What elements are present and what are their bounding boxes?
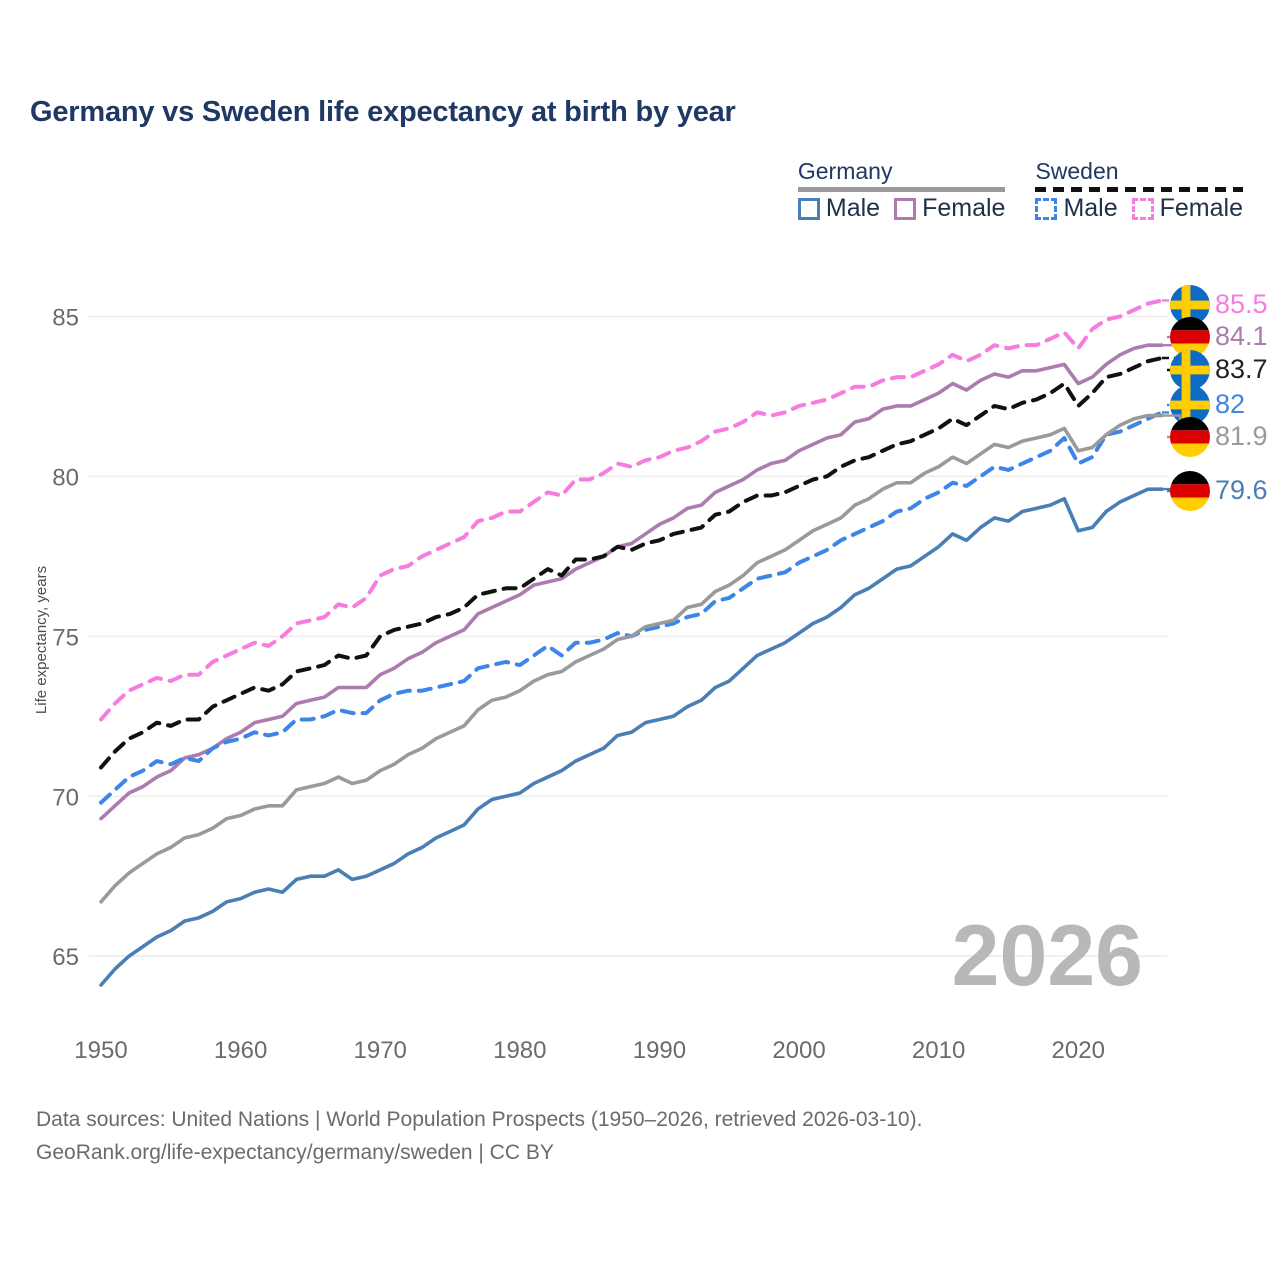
x-tick-label: 2000 [772, 1037, 825, 1064]
page-title: Germany vs Sweden life expectancy at bir… [30, 96, 736, 128]
legend-rule-sweden [1035, 187, 1243, 192]
y-axis-title-text: Life expectancy, years [33, 566, 50, 714]
legend-country-sweden: Sweden [1035, 158, 1119, 184]
x-axis-ticks: 1950 1960 1970 1980 1990 2000 2010 2020 [74, 1037, 1105, 1064]
flag-icon-sweden [1170, 385, 1210, 425]
chart-legend: Germany Male Female Sweden Male Female [0, 160, 1265, 221]
end-value-sweden_total: 83.7 [1215, 354, 1268, 384]
x-tick-label: 1980 [493, 1037, 546, 1064]
legend-country-germany: Germany [797, 158, 893, 184]
legend-label-sweden-female: Female [1159, 194, 1243, 222]
series-lines [99, 298, 1164, 987]
x-tick-label: 1960 [214, 1037, 267, 1064]
end-value-germany_total: 81.9 [1215, 421, 1268, 451]
y-axis-title: Life expectancy, years [33, 566, 50, 714]
legend-item-germany-female[interactable]: Female [894, 196, 1005, 221]
x-tick-label: 1970 [354, 1037, 407, 1064]
series-line-germany_total[interactable] [99, 413, 1164, 904]
watermark-year: 2026 [952, 908, 1143, 1004]
y-tick-label: 65 [52, 944, 79, 971]
footer-line-2: GeoRank.org/life-expectancy/germany/swed… [36, 1140, 554, 1164]
legend-label-germany-male: Male [825, 194, 881, 222]
y-axis-ticks: 65 70 75 80 85 [52, 304, 79, 971]
flag-icon-germany [1170, 417, 1210, 457]
x-tick-label: 2010 [912, 1037, 965, 1064]
footer-line-1: Data sources: United Nations | World Pop… [36, 1108, 923, 1131]
legend-item-sweden-female[interactable]: Female [1131, 194, 1243, 222]
series-line-germany_male[interactable] [99, 487, 1164, 987]
y-tick-label: 85 [52, 304, 79, 331]
legend-group-germany: Germany Male Female [797, 158, 1006, 222]
x-tick-label: 2020 [1052, 1037, 1105, 1064]
legend-swatch-sweden-female [1131, 197, 1154, 220]
year-watermark: 2026 [952, 908, 1143, 1004]
legend-swatch-germany-female [894, 197, 917, 220]
legend-rule-germany [797, 187, 1006, 192]
end-value-germany_female: 84.1 [1215, 321, 1268, 351]
end-value-germany_male: 79.6 [1215, 475, 1268, 505]
legend-label-sweden-male: Male [1063, 194, 1118, 222]
flag-icon-germany [1170, 471, 1210, 511]
series-line-sweden_female[interactable] [99, 298, 1164, 722]
footer-sources: Data sources: United Nations | World Pop… [36, 1104, 922, 1169]
line-chart: 2026 65 70 75 80 85 1950 1960 1970 1980 1990 2000… [33, 285, 1268, 1064]
x-tick-label: 1950 [74, 1037, 127, 1064]
legend-group-sweden: Sweden Male Female [1035, 160, 1243, 221]
series-line-sweden_male[interactable] [99, 410, 1164, 805]
y-tick-label: 75 [52, 624, 79, 651]
legend-item-sweden-male[interactable]: Male [1035, 194, 1118, 222]
end-value-sweden_female: 85.5 [1215, 289, 1268, 319]
y-tick-label: 80 [52, 464, 79, 491]
series-line-sweden_total[interactable] [99, 355, 1164, 770]
flag-icon-sweden [1170, 350, 1210, 390]
legend-swatch-germany-male [797, 197, 820, 220]
legend-item-germany-male[interactable]: Male [797, 194, 881, 222]
legend-label-germany-female: Female [922, 194, 1006, 222]
legend-swatch-sweden-male [1035, 197, 1058, 220]
series-line-germany_female[interactable] [99, 343, 1164, 821]
y-tick-label: 70 [52, 784, 79, 811]
x-tick-label: 1990 [633, 1037, 686, 1064]
end-value-sweden_male: 82 [1215, 389, 1245, 419]
